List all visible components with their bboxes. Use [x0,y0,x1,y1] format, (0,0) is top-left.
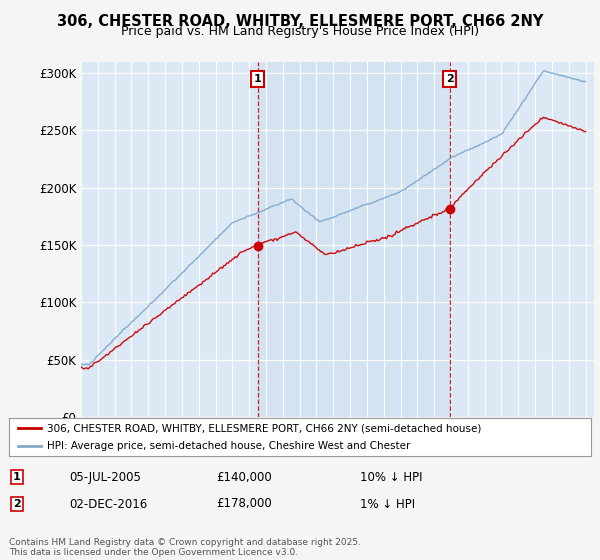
Bar [257,62,449,417]
Text: 306, CHESTER ROAD, WHITBY, ELLESMERE PORT, CH66 2NY: 306, CHESTER ROAD, WHITBY, ELLESMERE POR… [57,14,543,29]
Text: 10% ↓ HPI: 10% ↓ HPI [360,470,422,484]
Text: 1: 1 [13,472,20,482]
Text: £140,000: £140,000 [216,470,272,484]
Text: Price paid vs. HM Land Registry's House Price Index (HPI): Price paid vs. HM Land Registry's House … [121,25,479,38]
Text: 2: 2 [13,499,20,509]
Text: Contains HM Land Registry data © Crown copyright and database right 2025.
This d: Contains HM Land Registry data © Crown c… [9,538,361,557]
Text: 306, CHESTER ROAD, WHITBY, ELLESMERE PORT, CH66 2NY (semi-detached house): 306, CHESTER ROAD, WHITBY, ELLESMERE POR… [47,423,481,433]
Text: £178,000: £178,000 [216,497,272,511]
Text: 1: 1 [254,74,262,84]
Text: HPI: Average price, semi-detached house, Cheshire West and Chester: HPI: Average price, semi-detached house,… [47,441,410,451]
Text: 02-DEC-2016: 02-DEC-2016 [69,497,147,511]
Text: 05-JUL-2005: 05-JUL-2005 [69,470,141,484]
Text: 2: 2 [446,74,454,84]
Text: 1% ↓ HPI: 1% ↓ HPI [360,497,415,511]
